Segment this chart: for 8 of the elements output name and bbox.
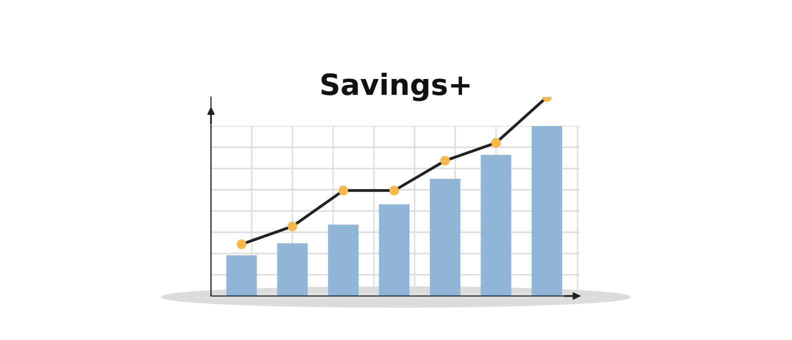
bar — [430, 178, 460, 296]
bar — [226, 255, 257, 296]
bar — [480, 154, 512, 296]
bar — [277, 243, 308, 296]
bar — [532, 126, 562, 296]
chart-title: Savings+ — [322, 72, 470, 102]
bar — [378, 204, 410, 296]
bar — [328, 224, 359, 296]
